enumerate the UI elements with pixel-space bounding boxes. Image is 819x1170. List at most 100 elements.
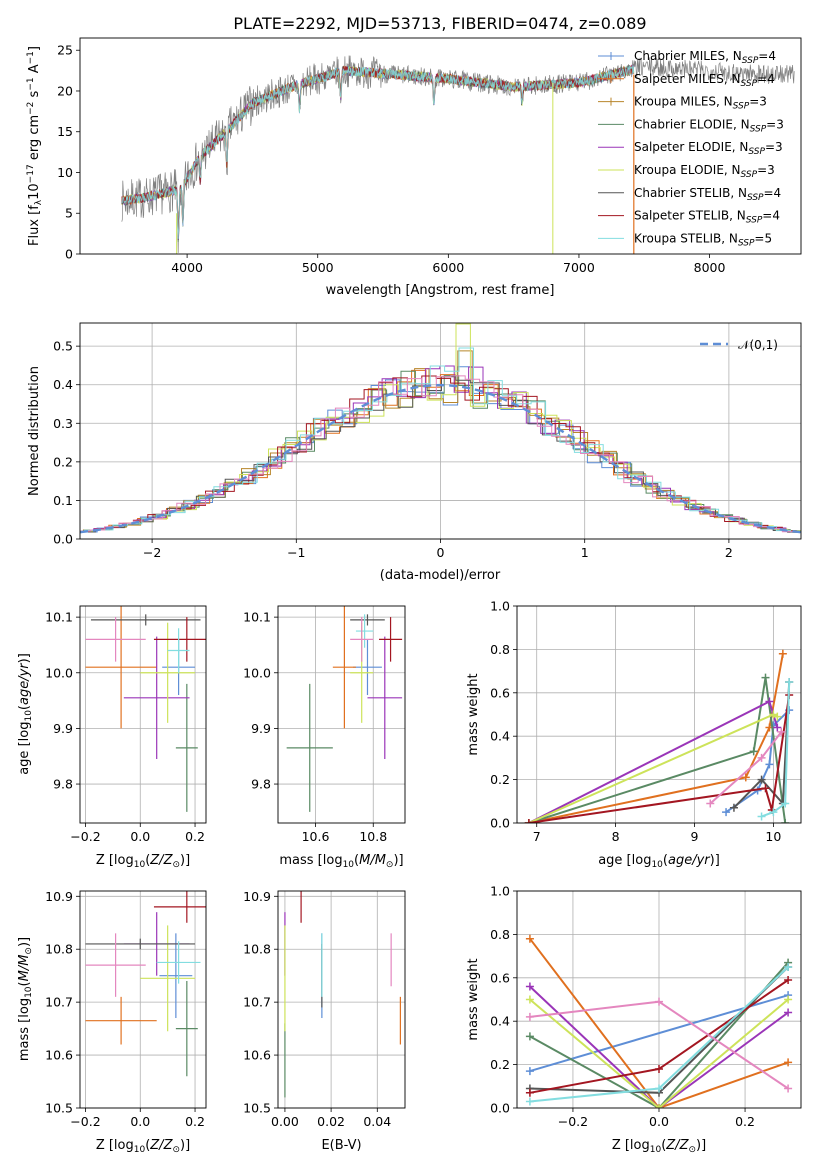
spectrum-ytick-label: 10 — [57, 165, 73, 180]
mass-weight-vs-age-series-2 — [528, 677, 787, 823]
age-vs-Z-plot-area — [85, 606, 206, 812]
mass-weight-vs-Z-marker-7 — [784, 962, 793, 971]
mass-weight-vs-age-ytick-label: 1.0 — [490, 599, 510, 614]
mass-weight-vs-age-plot-area — [524, 649, 794, 823]
residuals-ytick-label: 0.3 — [53, 416, 73, 431]
mass-vs-EBV-ytick-label: 10.5 — [243, 1101, 271, 1116]
age-vs-Z-ytick-label: 9.9 — [53, 721, 73, 736]
residuals-xtick-label: 2 — [725, 545, 733, 560]
mass-weight-vs-age-marker-7 — [781, 799, 790, 808]
spectrum-ytick-label: 15 — [57, 124, 73, 139]
mass-weight-vs-age-series-7 — [761, 681, 791, 818]
mass-weight-vs-Z-marker-3 — [525, 982, 534, 991]
residuals-xlabel: (data-model)/error — [380, 568, 501, 583]
spectrum-xtick-label: 6000 — [432, 260, 464, 275]
mass-weight-vs-Z-ytick-label: 0.6 — [490, 970, 510, 985]
mass-weight-vs-age-ytick-label: 0.2 — [490, 772, 510, 787]
mass-vs-EBV-axes: 0.00 0.02 0.04 10.5 10.6 10.7 10.8 10.9 E(B-V) — [243, 889, 406, 1153]
mass-weight-vs-Z-xlabel: Z [log10(Z/Z⊙)] — [612, 1138, 706, 1155]
age-vs-mass-ytick-label: 10.1 — [243, 610, 271, 625]
mass-weight-vs-age-marker-0 — [722, 808, 731, 817]
spectrum-xtick-label: 5000 — [302, 260, 334, 275]
mass-vs-EBV-plot-area — [284, 891, 401, 1098]
mass-weight-vs-age-marker-0 — [765, 760, 774, 769]
mass-weight-vs-Z-ytick-label: 0.4 — [490, 1014, 510, 1029]
mass-weight-vs-age-marker-1 — [741, 773, 750, 782]
spectrum-ylabel: Flux [fλ10−17 erg cm−2 s−1 A−1] — [26, 46, 44, 246]
mass-vs-EBV-xtick-label: 0.00 — [271, 1114, 299, 1129]
mass-vs-Z-xtick-label: 0.0 — [130, 1114, 150, 1129]
spectrum-ytick-label: 5 — [65, 206, 73, 221]
mass-weight-vs-age-ylabel: mass weight — [466, 673, 481, 755]
mass-weight-vs-age-marker-4 — [773, 712, 782, 721]
mass-weight-vs-Z-series-4 — [529, 998, 789, 1108]
legend-label-7: Salpeter STELIB, NSSP=4 — [634, 209, 780, 226]
mass-weight-vs-age-series-1 — [528, 653, 784, 823]
mass-vs-Z-xtick-label: −0.2 — [70, 1114, 100, 1129]
spectrum-xlabel: wavelength [Angstrom, rest frame] — [326, 283, 555, 298]
normal-reference-curve — [80, 383, 801, 534]
age-vs-mass-plot-area — [286, 606, 403, 812]
mass-weight-vs-Z-marker-1 — [784, 1058, 793, 1067]
mass-weight-vs-Z-ytick-label: 0.2 — [490, 1057, 510, 1072]
residuals-frame — [79, 322, 802, 540]
legend-label-6: Chabrier STELIB, NSSP=4 — [634, 186, 781, 203]
legend-label-1: Salpeter MILES, NSSP=4 — [634, 72, 775, 89]
spectrum-ytick-label: 25 — [57, 43, 73, 58]
mass-vs-Z-plot-area — [85, 891, 206, 1077]
figure-title: PLATE=2292, MJD=53713, FIBERID=0474, z=0… — [233, 14, 646, 33]
age-vs-Z-ytick-label: 10.0 — [45, 665, 73, 680]
mass-weight-vs-Z-xtick-label: 0.0 — [649, 1114, 669, 1129]
observed-spectrum-line — [121, 55, 795, 253]
mass-weight-vs-Z-xtick-label: 0.2 — [735, 1114, 755, 1129]
legend-normal-label: 𝒩(0,1) — [738, 338, 778, 352]
age-vs-Z-xtick-label: 0.2 — [185, 829, 205, 844]
mass-weight-vs-age-marker-7 — [769, 808, 778, 817]
mass-vs-Z-axes: −0.2 0.0 0.2 10.5 10.6 10.7 10.8 10.9 Z [log10(Z… — [17, 889, 207, 1155]
mass-vs-Z-frame — [79, 890, 207, 1109]
spectrum-ytick-label: 20 — [57, 83, 73, 98]
mass-weight-vs-Z-marker-0 — [525, 1067, 534, 1076]
mass-vs-EBV-xlabel: E(B-V) — [321, 1138, 361, 1153]
age-vs-Z-xlabel: Z [log10(Z/Z⊙)] — [96, 853, 190, 870]
mass-weight-vs-age-xtick-label: 10 — [765, 829, 781, 844]
mass-vs-Z-ytick-label: 10.9 — [45, 889, 73, 904]
spectrum-xtick-label: 7000 — [563, 260, 595, 275]
residuals-ytick-label: 0.5 — [53, 339, 73, 354]
model-spectrum-8 — [121, 64, 635, 239]
legend-label-4: Salpeter ELODIE, NSSP=3 — [634, 140, 783, 157]
mass-weight-vs-Z-marker-3 — [784, 1008, 793, 1017]
mass-weight-vs-age-marker-3 — [773, 723, 782, 732]
mass-weight-vs-Z-marker-7 — [525, 1097, 534, 1106]
residuals-xtick-label: −1 — [287, 545, 305, 560]
mass-weight-vs-Z-frame — [516, 890, 802, 1109]
age-vs-mass-xtick-label: 10.8 — [359, 829, 387, 844]
mass-weight-vs-Z-plot-area — [525, 934, 793, 1108]
mass-weight-vs-Z-axes: −0.2 0.0 0.2 0.0 0.2 0.4 0.6 0.8 1.0 Z [log10(Z/Z… — [466, 884, 802, 1155]
mass-weight-vs-Z-series-1 — [529, 938, 789, 1108]
mass-weight-vs-Z-xtick-label: −0.2 — [558, 1114, 588, 1129]
residuals-axes: −2 −1 0 1 2 0.0 0.1 0.2 0.3 0.4 0.5 𝒩(0,1) (data-mod… — [27, 322, 802, 583]
residuals-xtick-label: 0 — [437, 545, 445, 560]
mass-weight-vs-Z-series-2 — [529, 961, 789, 1108]
mass-weight-vs-age-ytick-label: 0.0 — [490, 816, 510, 831]
mass-weight-vs-age-xtick-label: 9 — [691, 829, 699, 844]
mass-vs-Z-xtick-label: 0.2 — [185, 1114, 205, 1129]
mass-weight-vs-Z-marker-7 — [655, 1084, 663, 1093]
residuals-ytick-label: 0.0 — [53, 532, 73, 547]
mass-weight-vs-age-marker-6 — [524, 819, 533, 823]
mass-weight-vs-Z-marker-6 — [784, 975, 793, 984]
mass-vs-Z-xlabel: Z [log10(Z/Z⊙)] — [96, 1138, 190, 1155]
legend-label-2: Kroupa MILES, NSSP=3 — [634, 95, 767, 112]
spectrum-plot-area — [121, 55, 795, 254]
mass-weight-vs-age-frame — [516, 605, 802, 824]
mass-weight-vs-age-xtick-label: 7 — [533, 829, 541, 844]
mass-vs-EBV-ytick-label: 10.7 — [243, 995, 271, 1010]
mass-weight-vs-Z-marker-2 — [525, 1032, 534, 1041]
mass-weight-vs-Z-marker-1 — [525, 934, 534, 943]
age-vs-Z-ytick-label: 10.1 — [45, 610, 73, 625]
mass-weight-vs-Z-marker-6 — [655, 1064, 663, 1073]
mass-weight-vs-age-xtick-label: 8 — [612, 829, 620, 844]
mass-weight-vs-age-marker-5 — [757, 775, 766, 784]
mass-vs-EBV-xtick-label: 0.04 — [363, 1114, 391, 1129]
